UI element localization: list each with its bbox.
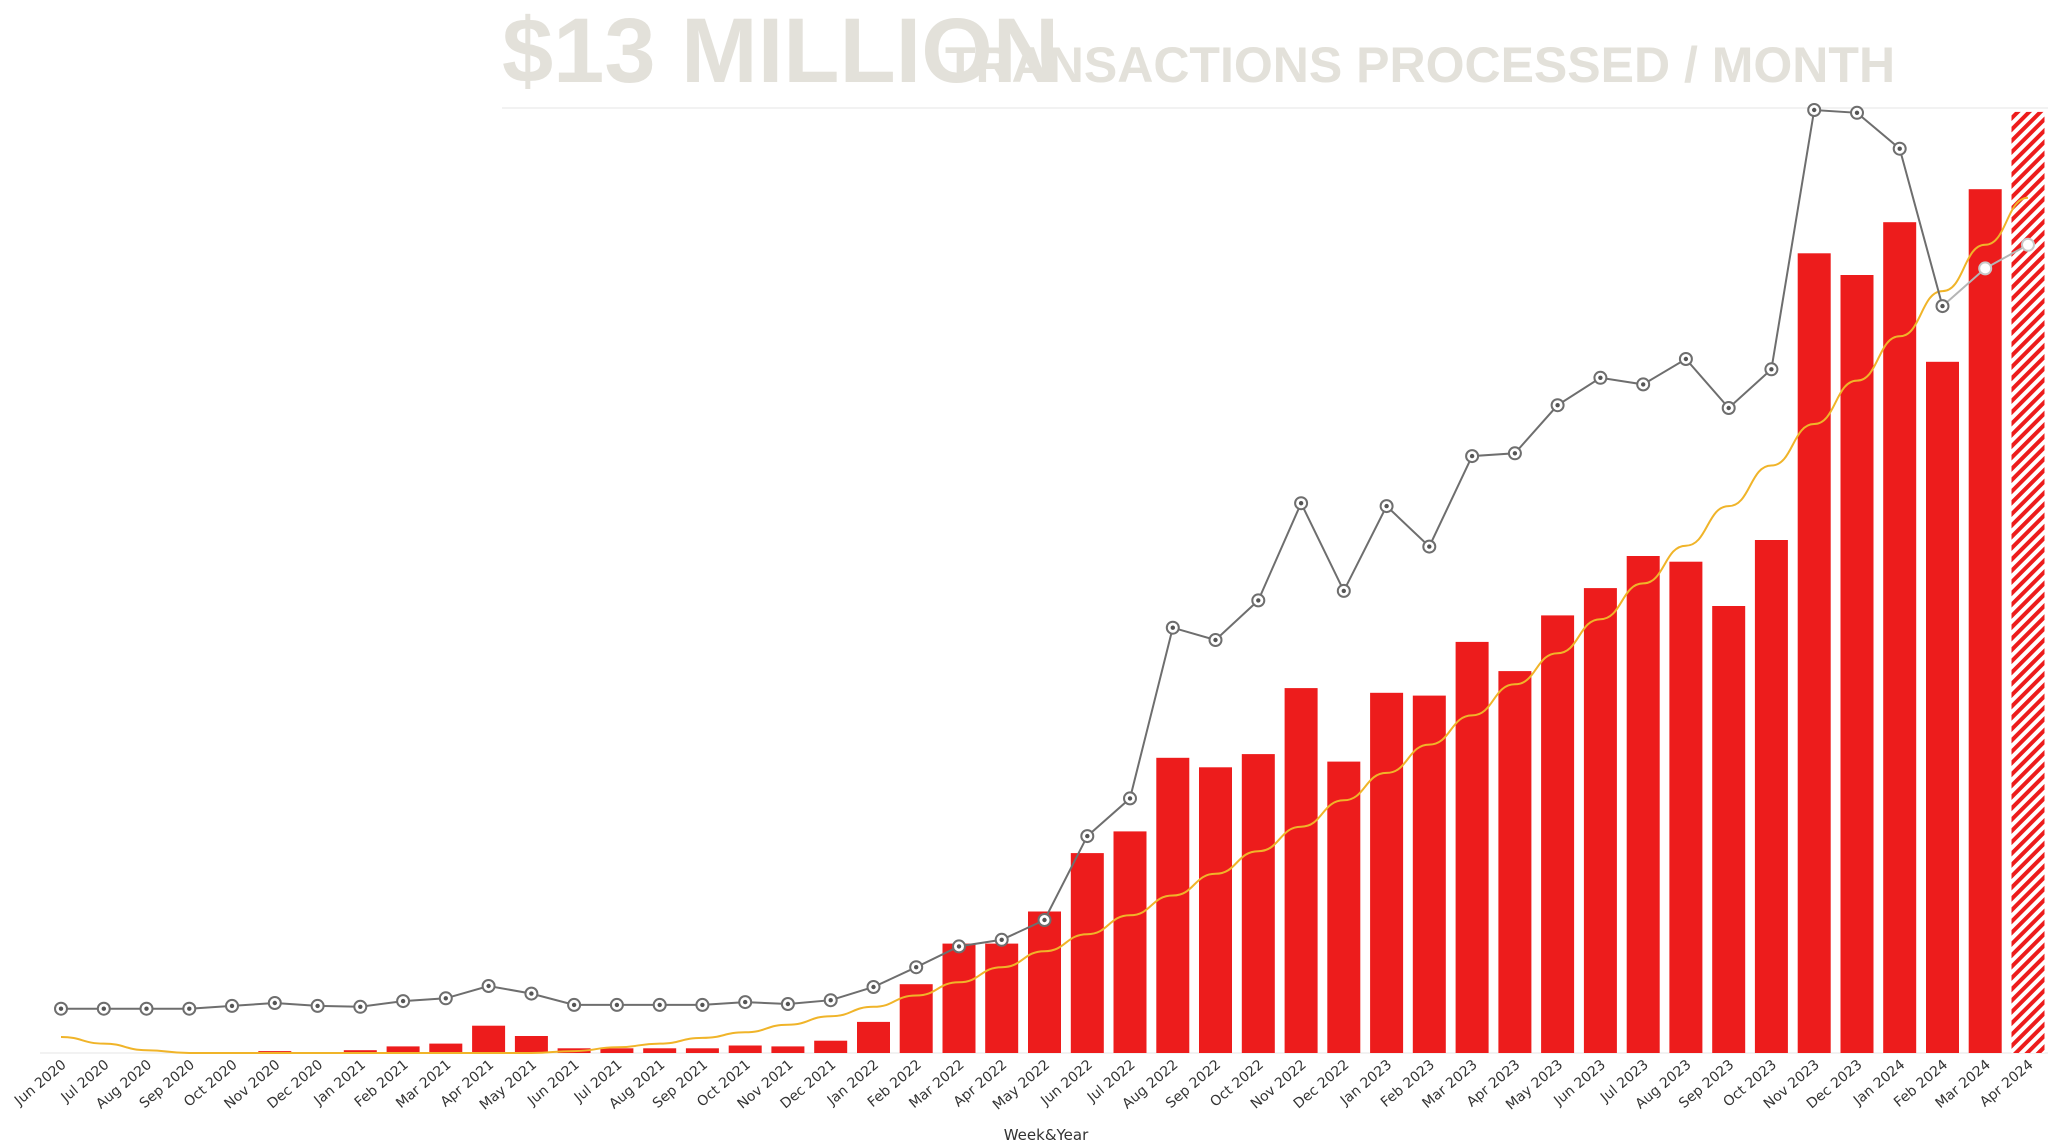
bar	[1241, 754, 1275, 1053]
trend-curve	[60, 196, 2029, 1054]
line-point	[1379, 499, 1394, 514]
bar	[643, 1048, 677, 1053]
line-point	[139, 1001, 154, 1016]
bar	[1028, 911, 1061, 1053]
line-point	[1208, 633, 1223, 647]
bar	[1669, 561, 1703, 1053]
line-point	[1336, 583, 1351, 598]
bar	[386, 1046, 420, 1053]
line-point	[994, 932, 1009, 947]
bar	[1883, 222, 1917, 1053]
line-point	[823, 993, 838, 1008]
line-point	[1935, 299, 1950, 314]
line-point	[54, 1001, 68, 1016]
line-point	[1422, 539, 1437, 554]
bar	[1370, 692, 1404, 1053]
line-point	[96, 1001, 111, 1016]
bar	[1583, 588, 1617, 1053]
bar	[857, 1021, 890, 1053]
line-point	[310, 998, 325, 1013]
line-point	[353, 999, 368, 1014]
line-series	[61, 108, 1944, 1010]
bar	[728, 1045, 762, 1053]
line-point	[1721, 401, 1736, 415]
bar	[1284, 688, 1318, 1053]
bar	[1626, 556, 1660, 1053]
line-point	[182, 1001, 197, 1016]
bar	[771, 1046, 805, 1053]
bar	[814, 1040, 848, 1053]
line-point	[1251, 593, 1266, 608]
line-point	[396, 994, 411, 1009]
line-point	[738, 995, 753, 1010]
line-point	[1165, 620, 1180, 635]
bar	[1327, 761, 1361, 1053]
line-point	[1807, 103, 1822, 117]
bar	[1541, 615, 1575, 1053]
line-point	[1850, 105, 1864, 120]
line-point	[1892, 141, 1907, 156]
bar	[1113, 831, 1147, 1053]
line-point	[909, 960, 924, 975]
line-point	[1764, 362, 1779, 377]
line-point	[1550, 398, 1565, 413]
bar	[685, 1048, 719, 1053]
bar	[1498, 671, 1532, 1053]
line-layer	[54, 103, 2035, 1016]
x-tick-label: Jun 2020	[11, 1057, 70, 1110]
bar	[942, 943, 976, 1053]
bar	[343, 1050, 377, 1053]
line-point	[225, 998, 239, 1013]
line-point	[481, 979, 496, 993]
line-point	[1465, 449, 1480, 464]
bar	[600, 1048, 634, 1053]
line-point	[1080, 829, 1095, 844]
line-point	[1593, 370, 1608, 385]
bar	[1455, 641, 1489, 1053]
line-point	[695, 997, 710, 1012]
bar	[1199, 767, 1232, 1053]
line-point-projected	[2021, 237, 2035, 252]
bar-projected	[2011, 111, 2045, 1053]
line-point	[1294, 496, 1309, 511]
line-point	[438, 991, 453, 1006]
line-point	[524, 986, 539, 1001]
chart-title: $13 MILLION	[502, 0, 1059, 102]
line-point-projected	[1978, 261, 1993, 276]
line-point	[1507, 446, 1522, 461]
line-point	[1123, 791, 1137, 806]
line-point	[652, 997, 667, 1012]
line-point	[609, 997, 624, 1012]
chart-subtitle: TRANSACTIONS PROCESSED / MONTH	[945, 37, 1895, 93]
bar	[1156, 757, 1190, 1053]
bar	[1412, 695, 1446, 1053]
bar	[1754, 540, 1788, 1053]
line-point	[1037, 913, 1052, 927]
bars-layer	[215, 111, 2045, 1054]
bar	[1840, 275, 1874, 1053]
x-axis-label: Week&Year	[1004, 1126, 1089, 1143]
bar	[1070, 853, 1104, 1053]
line-point	[952, 939, 966, 954]
bar	[1797, 253, 1831, 1054]
bar	[514, 1036, 548, 1053]
bar	[985, 943, 1019, 1053]
bar	[472, 1025, 506, 1053]
line-point	[780, 997, 795, 1011]
bar	[429, 1043, 463, 1053]
bar	[1926, 361, 1959, 1053]
line-point	[1678, 352, 1693, 366]
line-point	[267, 996, 282, 1010]
line-point	[567, 997, 582, 1012]
line-point	[1636, 377, 1651, 392]
line-point	[866, 980, 881, 994]
bar	[1712, 606, 1746, 1053]
bar	[1968, 189, 2002, 1053]
trend-layer	[60, 196, 2029, 1054]
